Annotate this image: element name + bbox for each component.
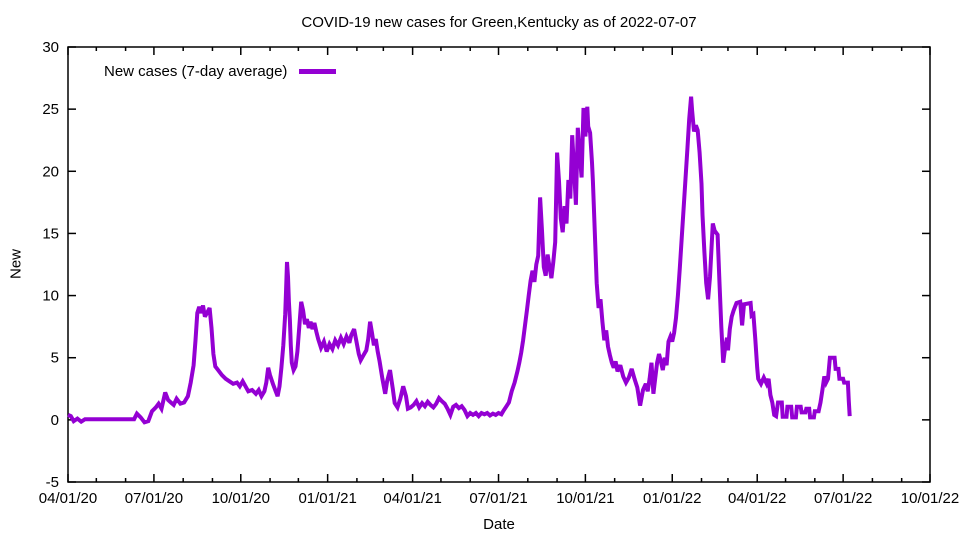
y-tick-label: 5 [51, 350, 59, 367]
x-tick-label: 10/01/22 [901, 490, 959, 507]
y-axis-title: New [7, 248, 25, 280]
y-tick-label: 30 [42, 39, 59, 56]
y-tick-label: 25 [42, 101, 59, 118]
x-tick-label: 01/01/21 [298, 490, 356, 507]
y-tick-label: 0 [51, 412, 59, 429]
x-tick-label: 07/01/22 [814, 490, 872, 507]
x-tick-label: 04/01/20 [39, 490, 97, 507]
y-tick-label: 20 [42, 163, 59, 180]
x-tick-label: 04/01/22 [728, 490, 786, 507]
legend-label: New cases (7-day average) [104, 63, 288, 80]
data-line [67, 96, 852, 425]
plot-border [67, 46, 931, 483]
x-axis-title: Date [483, 516, 515, 533]
legend: New cases (7-day average) [104, 63, 337, 80]
chart-title: COVID-19 new cases for Green,Kentucky as… [301, 14, 697, 31]
x-tick-label: 07/01/21 [469, 490, 527, 507]
x-tick-label: 01/01/22 [643, 490, 701, 507]
x-tick-label: 04/01/21 [383, 490, 441, 507]
x-tick-label: 10/01/20 [212, 490, 270, 507]
y-tick-label: 15 [42, 225, 59, 242]
y-tick-label: 10 [42, 288, 59, 305]
legend-line-sample [299, 69, 337, 74]
x-tick-label: 07/01/20 [125, 490, 183, 507]
x-tick-label: 10/01/21 [556, 490, 614, 507]
y-tick-label: -5 [46, 474, 59, 491]
